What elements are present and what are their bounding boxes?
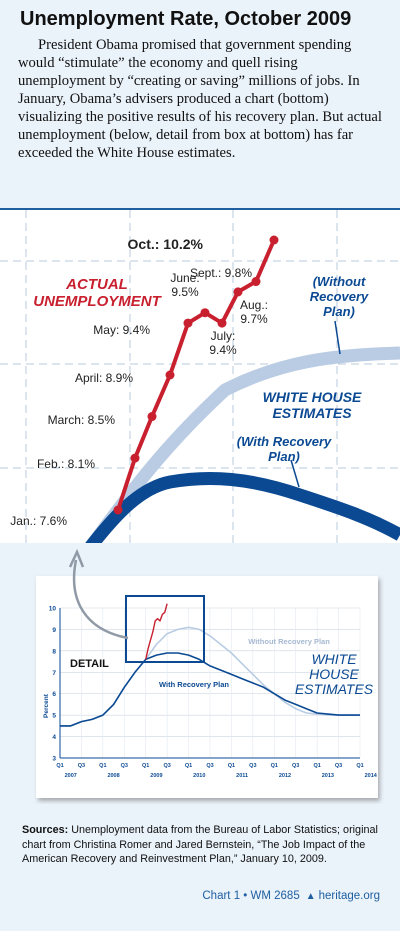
chart-title: Unemployment Rate, October 2009 (20, 8, 352, 30)
inset-xtick-label: Q3 (249, 763, 256, 769)
inset-year-label: 2007 (65, 773, 77, 779)
actual-point (217, 318, 227, 328)
divider (0, 208, 400, 210)
inset-without-label: Without Recovery Plan (248, 637, 330, 646)
inset-ytick-label: 8 (52, 648, 56, 655)
actual-point-label: July: 9.4% (209, 329, 237, 357)
detail-chart: Jan.: 7.6% Feb.: 8.1% March: 8.5% April: 8.… (0, 210, 400, 543)
inset-y-axis-title: Percent (43, 693, 50, 718)
actual-point (130, 453, 140, 463)
actual-point-label: Aug.: 9.7% (240, 298, 268, 326)
inset-xtick-label: Q1 (99, 763, 106, 769)
inset-ytick-label: 4 (52, 734, 56, 741)
actual-point-label: March: 8.5% (48, 413, 116, 427)
inset-xtick-label: Q1 (356, 763, 363, 769)
actual-point (183, 318, 193, 328)
inset-ytick-label: 10 (49, 606, 57, 613)
inset-xtick-label: Q1 (228, 763, 235, 769)
inset-year-label: 2010 (193, 773, 205, 779)
actual-point-label: Jan.: 7.6% (10, 514, 67, 528)
inset-series-line (60, 652, 360, 727)
gridlines (0, 210, 400, 543)
inset-xtick-label: Q3 (292, 763, 299, 769)
inset-year-label: 2012 (279, 773, 291, 779)
actual-point-label: Feb.: 8.1% (37, 457, 95, 471)
actual-point (165, 370, 175, 380)
detail-chart-svg: Jan.: 7.6% Feb.: 8.1% March: 8.5% April: 8.… (0, 210, 400, 543)
inset-xtick-label: Q1 (142, 763, 149, 769)
inset-year-label: 2014 (365, 773, 378, 779)
actual-point (251, 277, 261, 287)
inset-ytick-label: 3 (52, 756, 56, 763)
chart-id: Chart 1 • WM 2685 (202, 890, 300, 902)
actual-point-label: Oct.: 10.2% (128, 236, 204, 252)
sources-label: Sources: (22, 824, 69, 836)
white-house-label: WHITE HOUSE ESTIMATES (263, 389, 362, 421)
inset-xtick-label: Q1 (271, 763, 278, 769)
inset-year-label: 2011 (236, 773, 248, 779)
inset-ytick-label: 6 (52, 691, 56, 698)
inset-year-label: 2009 (150, 773, 162, 779)
inset-series-line (145, 603, 168, 660)
actual-series-line (116, 239, 276, 511)
inset-year-label: 2013 (322, 773, 334, 779)
original-chart: 3 4 5 6 7 8 9 10 Q1 Q3 Q1 Q3 Q1 Q3 Q1 Q3 Q1 Q3 Q1 Q3 Q1 Q3 Q1 2… (34, 574, 384, 804)
inset-ytick-label: 5 (52, 713, 56, 720)
without-plan-label: (Without Recovery Plan) (310, 274, 369, 319)
inset-ytick-label: 7 (52, 670, 56, 677)
actual-point (113, 505, 123, 515)
with-plan-series-line (85, 471, 400, 543)
footer: Chart 1 • WM 2685 ▲ heritage.org (202, 890, 380, 902)
actual-series-label-line1: ACTUAL UNEMPLOYMENT (33, 276, 162, 310)
sources: Sources: Unemployment data from the Bure… (22, 823, 382, 867)
actual-point (200, 308, 210, 318)
inset-ytick-label: 9 (52, 627, 56, 634)
inset-xtick-label: Q3 (335, 763, 342, 769)
without-plan-pointer (334, 320, 341, 355)
heritage-bell-icon: ▲ (305, 891, 316, 902)
inset-xtick-label: Q1 (185, 763, 192, 769)
detail-label: DETAIL (70, 658, 109, 670)
inset-xtick-label: Q1 (56, 763, 63, 769)
intro-paragraph: President Obama promised that government… (18, 37, 382, 161)
inset-with-label: With Recovery Plan (159, 680, 229, 689)
inset-xtick-label: Q3 (78, 763, 85, 769)
inset-xtick-label: Q1 (313, 763, 320, 769)
inset-white-house-label: WHITE HOUSE ESTIMATES (295, 651, 374, 697)
inset-series (60, 603, 360, 727)
actual-point-label: Sept.: 9.8% (190, 266, 252, 280)
actual-point (269, 235, 279, 245)
sources-text: Unemployment data from the Bureau of Lab… (22, 824, 378, 865)
inset-xtick-label: Q3 (163, 763, 170, 769)
inset-xtick-label: Q3 (206, 763, 213, 769)
actual-point-label: April: 8.9% (75, 371, 133, 385)
actual-point-label: May: 9.4% (93, 323, 150, 337)
with-plan-label: (With Recovery Plan) (237, 434, 332, 464)
actual-point (233, 287, 243, 297)
actual-point-label: June: 9.5% (170, 271, 199, 299)
site-link[interactable]: heritage.org (318, 890, 380, 902)
with-plan-pointer (290, 459, 300, 488)
inset-year-label: 2008 (107, 773, 119, 779)
actual-series: Jan.: 7.6% Feb.: 8.1% March: 8.5% April: 8.… (10, 235, 279, 528)
inset-xtick-label: Q3 (121, 763, 128, 769)
actual-point (147, 412, 157, 422)
